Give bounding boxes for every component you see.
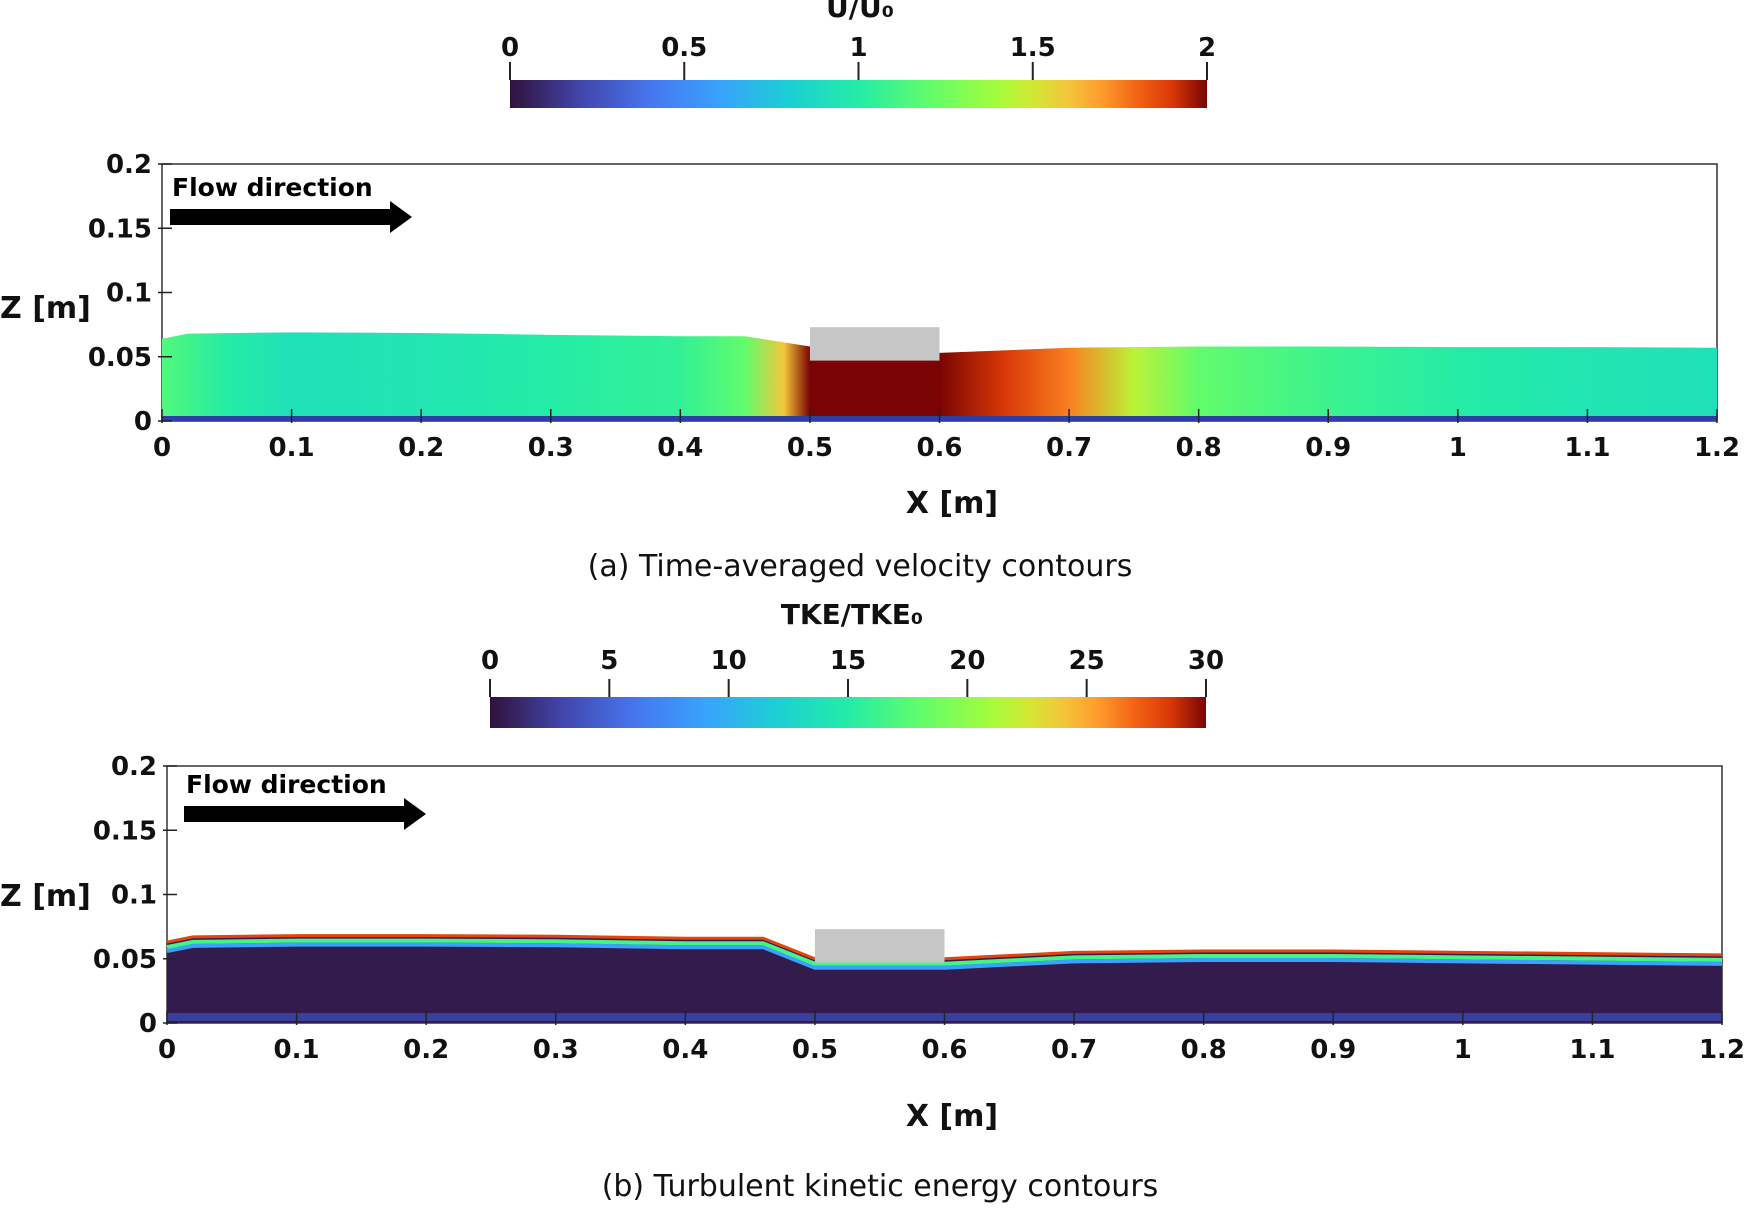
tke-surface-fringe <box>166 938 1723 966</box>
b-x-tick-label: 0.1 <box>274 1035 320 1065</box>
b-x-tick-label: 0.9 <box>1310 1035 1356 1065</box>
a-colorbar-tick-label: 1.5 <box>1010 33 1056 63</box>
a-y-tick-label: 0.1 <box>106 279 152 309</box>
a-x-tick-label: 0.8 <box>1176 433 1222 463</box>
a-x-tick-label: 0 <box>153 433 171 463</box>
tke-surface-fringe-inner <box>166 942 1723 970</box>
velocity-obstacle <box>809 327 940 361</box>
velocity-x-ticks: 0 0.1 0.2 0.3 0.4 0.5 0.6 0.7 0.8 0.9 1 1.1 1.2 <box>153 409 1740 463</box>
a-x-tick-label: 0.6 <box>916 433 962 463</box>
a-x-tick-label: 0.9 <box>1305 433 1351 463</box>
a-x-tick-label: 0.2 <box>398 433 444 463</box>
tke-y-axis-title: Z [m] <box>0 879 91 914</box>
a-x-tick-label: 0.7 <box>1046 433 1092 463</box>
velocity-y-axis-title: Z [m] <box>0 291 91 326</box>
a-x-tick-label: 0.1 <box>269 433 315 463</box>
b-x-tick-label: 0.8 <box>1181 1035 1227 1065</box>
a-y-tick-label: 0.2 <box>106 150 152 180</box>
tke-flow-arrow: Flow direction <box>184 770 426 830</box>
b-x-tick-label: 0.6 <box>921 1035 967 1065</box>
tke-panel: TKE/TKE₀ 0 5 10 15 20 25 30 0 0.1 0.2 0.3 0.4 0.5 0.… <box>0 598 1745 1204</box>
b-y-tick-label: 0.2 <box>111 752 157 782</box>
velocity-flow-arrow-icon <box>170 201 412 233</box>
a-colorbar-tick-label: 1 <box>849 33 867 63</box>
b-x-tick-label: 0.7 <box>1051 1035 1097 1065</box>
b-colorbar-tick-label: 0 <box>481 646 499 676</box>
tke-flow-direction-label: Flow direction <box>186 770 387 799</box>
tke-colorbar-title: TKE/TKE₀ <box>781 598 923 631</box>
a-colorbar-tick-label: 0 <box>501 33 519 63</box>
a-colorbar-tick-label: 2 <box>1198 33 1216 63</box>
a-y-tick-label: 0 <box>134 407 152 437</box>
velocity-y-ticks: 0 0.05 0.1 0.15 0.2 <box>88 150 172 437</box>
tke-obstacle <box>814 929 945 963</box>
b-x-tick-label: 0.5 <box>792 1035 838 1065</box>
b-colorbar-tick-label: 20 <box>949 646 985 676</box>
b-y-tick-label: 0.1 <box>111 881 157 911</box>
b-y-tick-label: 0 <box>139 1009 157 1039</box>
a-x-tick-label: 0.4 <box>657 433 703 463</box>
b-x-tick-label: 0.4 <box>662 1035 708 1065</box>
velocity-x-axis-title: X [m] <box>906 486 998 521</box>
b-colorbar-tick-label: 5 <box>600 646 618 676</box>
velocity-panel: U/U₀ 0 0.5 1 1.5 2 0 0.1 0.2 0.3 0.4 0.5 0.6 0.7 0.8… <box>0 0 1740 584</box>
velocity-colorbar-ticks: 0 0.5 1 1.5 2 <box>501 33 1216 80</box>
tke-flow-arrow-icon <box>184 798 426 830</box>
a-x-tick-label: 1.1 <box>1564 433 1610 463</box>
b-y-tick-label: 0.05 <box>93 945 157 975</box>
velocity-flow-arrow: Flow direction <box>170 173 412 233</box>
tke-x-ticks: 0 0.1 0.2 0.3 0.4 0.5 0.6 0.7 0.8 0.9 1 1.1 1.2 <box>158 1011 1745 1065</box>
a-x-tick-label: 1.2 <box>1694 433 1740 463</box>
tke-colorbar <box>490 697 1206 728</box>
a-x-tick-label: 1 <box>1449 433 1467 463</box>
tke-caption: (b) Turbulent kinetic energy contours <box>602 1169 1159 1204</box>
velocity-caption: (a) Time-averaged velocity contours <box>588 549 1133 584</box>
b-x-tick-label: 0.2 <box>403 1035 449 1065</box>
a-y-tick-label: 0.05 <box>88 343 152 373</box>
b-x-tick-label: 1.2 <box>1699 1035 1745 1065</box>
b-colorbar-tick-label: 30 <box>1188 646 1224 676</box>
b-x-tick-label: 0.3 <box>533 1035 579 1065</box>
a-colorbar-tick-label: 0.5 <box>661 33 707 63</box>
b-x-tick-label: 1.1 <box>1569 1035 1615 1065</box>
velocity-field <box>162 332 1717 421</box>
a-y-tick-label: 0.15 <box>88 214 152 244</box>
b-colorbar-tick-label: 10 <box>711 646 747 676</box>
velocity-flow-direction-label: Flow direction <box>172 173 373 202</box>
tke-x-axis-title: X [m] <box>906 1099 998 1134</box>
b-y-tick-label: 0.15 <box>93 816 157 846</box>
b-colorbar-tick-label: 25 <box>1069 646 1105 676</box>
b-colorbar-tick-label: 15 <box>830 646 866 676</box>
a-x-tick-label: 0.5 <box>787 433 833 463</box>
a-x-tick-label: 0.3 <box>528 433 574 463</box>
tke-colorbar-ticks: 0 5 10 15 20 25 30 <box>481 646 1224 697</box>
b-x-tick-label: 1 <box>1454 1035 1472 1065</box>
b-x-tick-label: 0 <box>158 1035 176 1065</box>
velocity-colorbar <box>510 80 1207 108</box>
tke-y-ticks: 0 0.05 0.1 0.15 0.2 <box>93 752 177 1039</box>
velocity-colorbar-title: U/U₀ <box>826 0 894 24</box>
